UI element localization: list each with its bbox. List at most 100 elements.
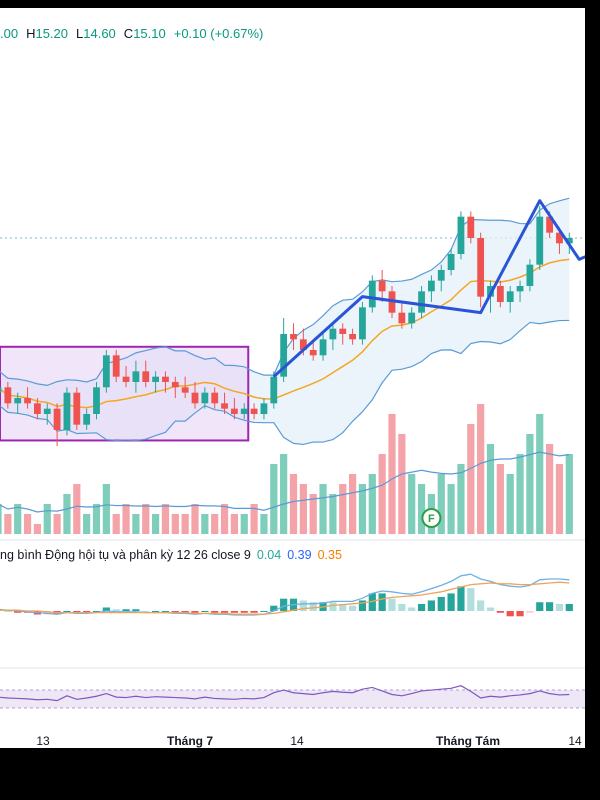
candle-body <box>556 232 563 244</box>
candle-body <box>378 280 386 292</box>
volume-bar <box>417 484 426 534</box>
volume-bar <box>467 424 475 534</box>
candle-body <box>299 339 307 350</box>
candle-body <box>0 387 2 393</box>
candle-body <box>565 238 573 244</box>
volume-bar <box>240 514 248 534</box>
candle-body <box>516 286 524 292</box>
macd-histogram-bar <box>457 586 465 611</box>
candle-body <box>418 291 425 313</box>
bottom-bar <box>0 748 600 800</box>
volume-bar <box>546 444 554 534</box>
volume-bar <box>0 504 2 534</box>
macd-histogram-bar <box>496 611 504 613</box>
candle-body <box>250 408 258 414</box>
candle-body <box>240 408 248 414</box>
macd-histogram-bar <box>92 611 101 612</box>
candle-body <box>132 371 140 382</box>
volume-bar <box>270 464 278 534</box>
volume-bar <box>260 514 268 534</box>
chart-frame: .00 H15.20 L14.60 C15.10 +0.10 (+0.67%) … <box>0 8 585 748</box>
candle-body <box>447 254 455 270</box>
price-chart-svg[interactable]: F 13 Tháng 7 14 Tháng Tám 14 <box>0 8 585 748</box>
macd-histogram-bar <box>211 611 219 613</box>
event-marker <box>421 508 442 528</box>
macd-histogram-bar <box>565 603 573 611</box>
close-value: 15.10 <box>133 26 166 41</box>
volume-bar <box>526 434 534 534</box>
low-value: 14.60 <box>83 26 116 41</box>
candle-body <box>506 291 514 302</box>
macd-histogram-bar <box>132 609 140 611</box>
macd-histogram-bar <box>73 611 81 613</box>
macd-histogram-bar <box>102 607 110 611</box>
macd-histogram-bar <box>477 600 485 611</box>
volume-bar <box>112 514 120 534</box>
x-axis-label: Tháng Tám <box>436 734 500 748</box>
macd-histogram-bar <box>112 609 120 611</box>
volume-bar <box>33 524 41 534</box>
event-marker-label: F <box>428 513 435 525</box>
volume-bar <box>230 514 238 534</box>
volume-bar <box>477 404 485 534</box>
macd-signal-line <box>0 581 570 615</box>
candle-body <box>181 387 189 393</box>
macd-histogram-bar <box>378 593 386 611</box>
macd-histogram-bar <box>329 602 337 611</box>
x-axis-label: 13 <box>36 734 50 748</box>
macd-histogram-bar <box>240 611 248 613</box>
volume-bar <box>486 444 495 534</box>
change-value: +0.10 (+0.67%) <box>173 26 264 41</box>
macd-histogram-bar <box>152 611 160 612</box>
volume-bar <box>191 504 199 534</box>
candle-body <box>536 216 544 265</box>
volume-bar <box>516 454 524 534</box>
macd-histogram-bar <box>63 611 71 612</box>
candle-body <box>171 382 179 388</box>
candle-body <box>457 216 465 254</box>
macd-histogram-bar <box>506 611 514 617</box>
volume-bar <box>565 454 573 534</box>
rsi-line <box>0 685 570 702</box>
volume-bar <box>181 514 189 534</box>
volume-average-line <box>0 451 570 513</box>
macd-legend: ng bình Động hội tụ và phân kỳ 12 26 clo… <box>0 548 342 562</box>
low-label: L <box>76 26 84 41</box>
ohlc-legend: .00 H15.20 L14.60 C15.10 +0.10 (+0.67%) <box>0 26 263 41</box>
volume-bar <box>23 514 32 534</box>
candle-body <box>477 238 485 297</box>
volume-bar <box>4 514 12 534</box>
volume-bar <box>142 504 150 534</box>
macd-histogram-bar <box>388 598 396 611</box>
candle-body <box>467 216 475 238</box>
macd-histogram-bar <box>427 600 435 611</box>
volume-bar <box>211 514 219 534</box>
macd-histogram-bar <box>467 588 475 611</box>
macd-histogram-bar <box>555 603 564 611</box>
volume-bar <box>92 504 101 534</box>
macd-histogram-bar <box>309 602 317 611</box>
volume-bar <box>358 484 367 534</box>
candle-body <box>102 355 110 388</box>
candle-body <box>231 408 238 414</box>
macd-histogram-bar <box>437 596 445 611</box>
open-value: .00 <box>0 26 19 41</box>
volume-group <box>0 404 573 534</box>
macd-histogram-bar <box>181 611 189 613</box>
volume-bar <box>53 514 61 534</box>
macd-histogram-bar <box>299 600 307 611</box>
candle-body <box>211 392 219 404</box>
macd-histogram-bar <box>349 605 357 611</box>
volume-bar <box>457 464 465 534</box>
macd-histogram-bar <box>368 593 376 611</box>
macd-histogram-bar <box>546 602 554 611</box>
candle-body <box>221 403 228 409</box>
rsi-band <box>0 690 585 708</box>
volume-bar <box>496 464 504 534</box>
macd-histogram-bar <box>536 602 544 611</box>
candle-body <box>496 286 504 302</box>
volume-bar <box>250 504 258 534</box>
volume-bar <box>220 504 229 534</box>
volume-bar <box>398 434 406 534</box>
macd-histogram-bar <box>201 611 209 612</box>
